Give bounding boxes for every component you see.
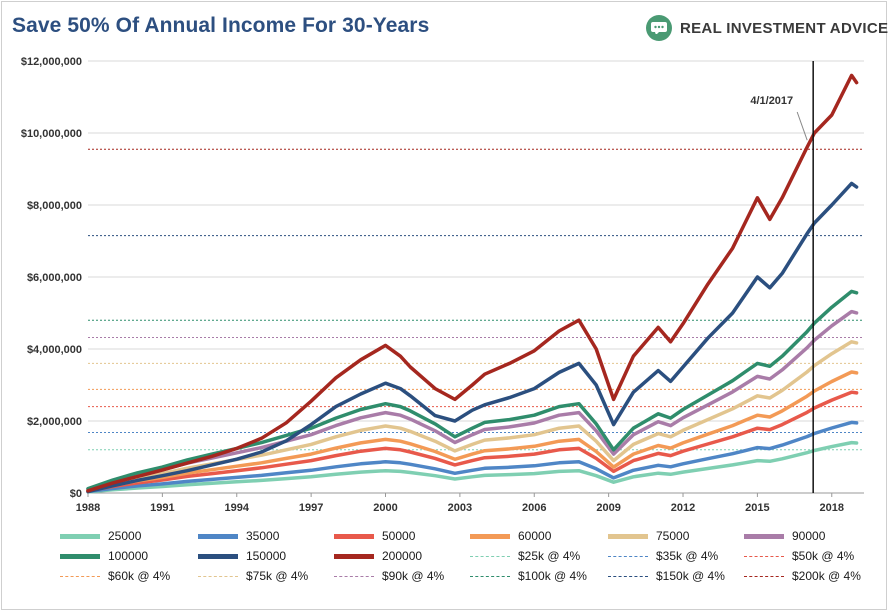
series-line-35000: [86, 420, 859, 494]
legend-swatch: [198, 575, 238, 577]
legend-swatch: [470, 533, 510, 539]
x-tick-label: 2006: [522, 502, 546, 514]
legend-label: $200k @ 4%: [792, 569, 861, 583]
y-tick-label: $10,000,000: [21, 128, 82, 140]
legend-swatch: [198, 553, 238, 559]
legend-item: 150000: [198, 546, 286, 566]
y-tick-label: $12,000,000: [21, 56, 82, 68]
legend-label: 75000: [656, 529, 690, 543]
series-line-50000: [86, 390, 859, 493]
series-line-150000: [86, 181, 859, 494]
series-line-60000: [86, 370, 859, 493]
chat-bubble-icon: [646, 15, 672, 41]
legend-item: 50000: [334, 526, 415, 546]
legend-item: $150k @ 4%: [608, 566, 725, 586]
legend-item: $60k @ 4%: [60, 566, 170, 586]
x-tick-label: 2015: [745, 502, 769, 514]
x-tick-label: 2000: [373, 502, 397, 514]
legend-item: $25k @ 4%: [470, 546, 580, 566]
y-tick-label: $2,000,000: [27, 416, 82, 428]
legend-item: $100k @ 4%: [470, 566, 587, 586]
series-line-100000: [86, 289, 859, 491]
y-tick-label: $0: [70, 488, 82, 500]
chart-title: Save 50% Of Annual Income For 30-Years: [12, 14, 430, 37]
legend-swatch: [60, 575, 100, 577]
legend-item: 90000: [744, 526, 825, 546]
y-tick-label: $4,000,000: [27, 344, 82, 356]
legend-label: $35k @ 4%: [656, 549, 719, 563]
annotation-label: 4/1/2017: [750, 95, 793, 107]
legend-swatch: [198, 533, 238, 539]
legend-label: 200000: [382, 549, 423, 563]
legend-swatch: [470, 555, 510, 557]
legend-label: $50k @ 4%: [792, 549, 855, 563]
legend-label: 25000: [108, 529, 142, 543]
legend-swatch: [334, 575, 374, 577]
legend-label: 60000: [518, 529, 552, 543]
x-tick-label: 1994: [225, 502, 250, 514]
legend-item: 25000: [60, 526, 141, 546]
legend-swatch: [60, 553, 100, 559]
legend-label: 150000: [246, 549, 287, 563]
legend-label: 35000: [246, 529, 280, 543]
legend-item: $75k @ 4%: [198, 566, 308, 586]
legend-item: $90k @ 4%: [334, 566, 444, 586]
legend-item: 35000: [198, 526, 279, 546]
series-line-25000: [86, 440, 859, 494]
legend-item: 100000: [60, 546, 148, 566]
legend-label: $100k @ 4%: [518, 569, 587, 583]
legend-swatch: [60, 533, 100, 539]
legend-item: 60000: [470, 526, 551, 546]
legend-label: $60k @ 4%: [108, 569, 171, 583]
annotation-leader: [796, 111, 808, 141]
series-line-90000: [86, 309, 859, 491]
legend-label: $90k @ 4%: [382, 569, 445, 583]
legend-swatch: [744, 575, 784, 577]
y-tick-label: $8,000,000: [27, 200, 82, 212]
legend-item: $200k @ 4%: [744, 566, 861, 586]
legend-label: 50000: [382, 529, 416, 543]
legend-swatch: [334, 533, 374, 539]
brand-logo: REAL INVESTMENT ADVICE: [646, 12, 888, 44]
legend-item: $50k @ 4%: [744, 546, 854, 566]
legend-swatch: [334, 553, 374, 559]
x-tick-label: 2018: [820, 502, 844, 514]
x-tick-label: 2009: [596, 502, 620, 514]
legend-label: $150k @ 4%: [656, 569, 725, 583]
legend-swatch: [470, 575, 510, 577]
legend-label: 100000: [108, 549, 149, 563]
x-tick-label: 2012: [671, 502, 695, 514]
x-tick-label: 2003: [448, 502, 472, 514]
legend-swatch: [744, 533, 784, 539]
legend-swatch: [608, 555, 648, 557]
y-tick-label: $6,000,000: [27, 272, 82, 284]
legend-item: 75000: [608, 526, 689, 546]
legend-item: $35k @ 4%: [608, 546, 718, 566]
legend-swatch: [608, 575, 648, 577]
legend-label: $25k @ 4%: [518, 549, 581, 563]
brand-name: REAL INVESTMENT ADVICE: [680, 19, 889, 37]
chart-legend: 25000 35000 50000 60000 75000 90000 100000 1500…: [0, 520, 890, 600]
series-line-200000: [86, 73, 859, 493]
legend-swatch: [744, 555, 784, 557]
x-tick-label: 1997: [299, 502, 323, 514]
legend-label: $75k @ 4%: [246, 569, 309, 583]
legend-item: 200000: [334, 546, 422, 566]
legend-label: 90000: [792, 529, 826, 543]
x-tick-label: 1991: [150, 502, 174, 514]
x-tick-label: 1988: [76, 502, 100, 514]
legend-swatch: [608, 533, 648, 539]
